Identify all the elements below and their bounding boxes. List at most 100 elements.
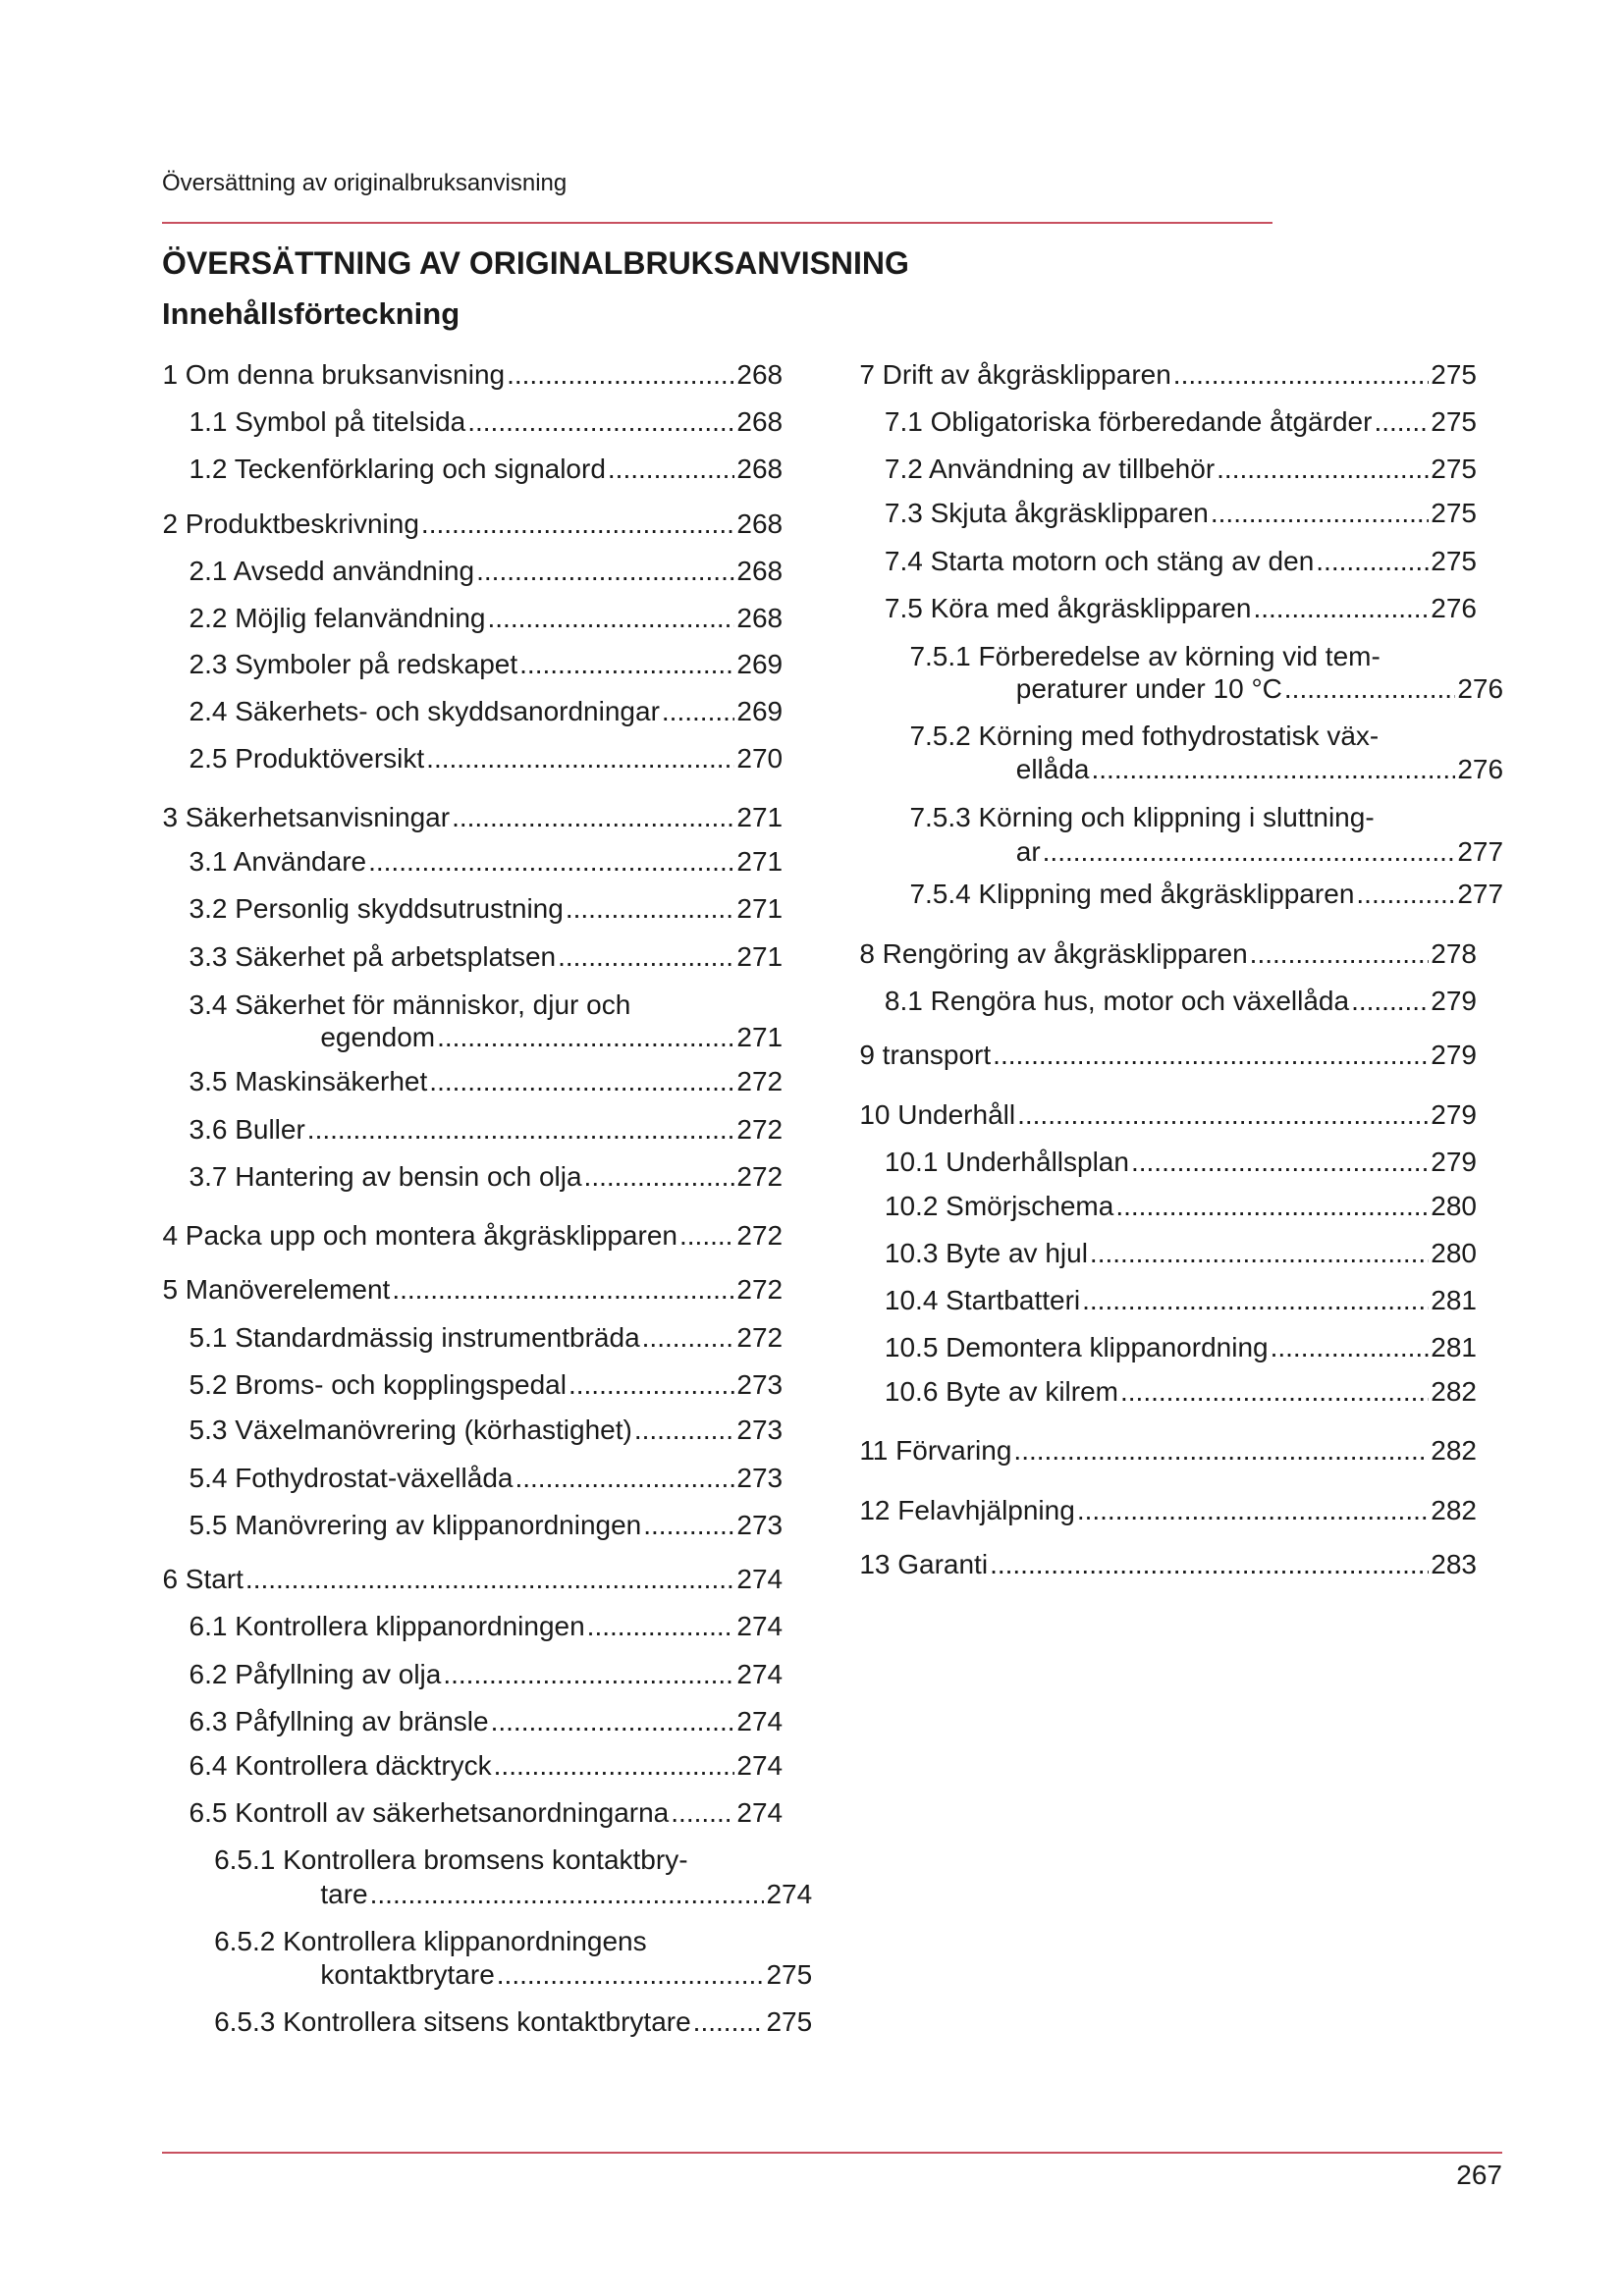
header-rule (162, 222, 1272, 224)
toc-entry[interactable]: 6.3 Påfyllning av bränsle 274 (189, 1705, 784, 1738)
toc-page-number: 281 (1431, 1285, 1477, 1316)
toc-page-number: 269 (736, 695, 784, 726)
toc-entry[interactable]: 3.7 Hantering av bensin och olja 272 (189, 1160, 784, 1194)
toc-entry[interactable]: 5.2 Broms- och kopplingspedal 273 (189, 1368, 784, 1402)
toc-entry[interactable]: 3.3 Säkerhet på arbetsplatsen 271 (189, 940, 784, 974)
toc-entry[interactable]: 10.5 Demontera klippanordning 281 (885, 1331, 1477, 1364)
toc-entry-continuation[interactable]: peraturer under 10 °C 276 (1016, 672, 1503, 706)
toc-entry-title: 11 Förvaring (859, 1435, 1012, 1467)
toc-entry-title: 4 Packa upp och montera åkgräsklipparen (162, 1219, 677, 1251)
toc-entry-line[interactable]: 7.5.2 Körning med fothydrostatisk väx- (909, 720, 1379, 753)
toc-entry-line[interactable]: 7.5.3 Körning och klippning i sluttning- (909, 801, 1374, 834)
toc-entry-continuation[interactable]: ellåda 276 (1016, 753, 1503, 786)
toc-heading: Innehållsförteckning (162, 296, 460, 331)
toc-entry[interactable]: 1.1 Symbol på titelsida 268 (189, 405, 784, 439)
toc-entry[interactable]: 7.1 Obligatoriska förberedande åtgärder 2… (885, 405, 1477, 439)
toc-page-number: 274 (736, 1749, 784, 1781)
toc-entry[interactable]: 1 Om denna bruksanvisning 268 (162, 358, 783, 392)
toc-entry-title: 7.5.1 Förberedelse av körning vid tem- (909, 641, 1380, 672)
dot-leader (497, 1958, 765, 1992)
toc-entry[interactable]: 2.3 Symboler på redskapet 269 (189, 648, 784, 681)
toc-entry[interactable]: 2.2 Möjlig felanvändning 268 (189, 602, 784, 635)
toc-entry[interactable]: 6.1 Kontrollera klippanordningen 274 (189, 1610, 784, 1643)
dot-leader (507, 358, 734, 392)
toc-entry[interactable]: 10.1 Underhållsplan 279 (885, 1146, 1477, 1179)
toc-entry[interactable]: 6 Start 274 (162, 1563, 783, 1596)
toc-entry[interactable]: 6.4 Kontrollera däcktryck 274 (189, 1749, 784, 1783)
toc-page-number: 272 (736, 1219, 784, 1251)
toc-entry[interactable]: 7 Drift av åkgräsklipparen 275 (859, 358, 1477, 392)
dot-leader (1217, 453, 1429, 486)
toc-entry-continuation[interactable]: kontaktbrytare 275 (320, 1958, 812, 1992)
toc-entry[interactable]: 6.5.3 Kontrollera sitsens kontaktbrytare… (214, 2005, 812, 2039)
toc-entry[interactable]: 8.1 Rengöra hus, motor och växellåda 279 (885, 985, 1477, 1018)
toc-page-number: 277 (1457, 835, 1504, 867)
dot-leader (491, 1705, 735, 1738)
toc-entry-title: 10.3 Byte av hjul (884, 1237, 1088, 1268)
toc-entry[interactable]: 5.5 Manövrering av klippanordningen 273 (189, 1509, 784, 1542)
toc-entry-title: 7.1 Obligatoriska förberedande åtgärder (884, 406, 1373, 438)
toc-entry[interactable]: 8 Rengöring av åkgräsklipparen 278 (859, 937, 1477, 971)
toc-entry[interactable]: 2.5 Produktöversikt 270 (189, 742, 784, 775)
toc-entry[interactable]: 9 transport 279 (859, 1039, 1477, 1072)
toc-entry[interactable]: 7.3 Skjuta åkgräsklipparen 275 (885, 497, 1477, 530)
toc-page-number: 276 (1457, 753, 1504, 784)
toc-entry[interactable]: 1.2 Teckenförklaring och signalord 268 (189, 453, 784, 486)
toc-entry-title: 10.6 Byte av kilrem (884, 1376, 1118, 1408)
toc-entry[interactable]: 7.4 Starta motorn och stäng av den 275 (885, 545, 1477, 578)
toc-entry[interactable]: 3.5 Maskinsäkerhet 272 (189, 1065, 784, 1098)
toc-entry-line[interactable]: 7.5.1 Förberedelse av körning vid tem- (909, 640, 1380, 673)
toc-page-number: 275 (1431, 359, 1477, 391)
toc-entry-continuation[interactable]: tare 274 (320, 1878, 812, 1911)
toc-entry[interactable]: 2 Produktbeskrivning 268 (162, 507, 783, 541)
toc-page-number: 271 (736, 940, 784, 972)
toc-entry[interactable]: 5.4 Fothydrostat-växellåda 273 (189, 1462, 784, 1495)
toc-entry[interactable]: 13 Garanti 283 (859, 1548, 1477, 1581)
dot-leader (426, 742, 734, 775)
toc-entry-line[interactable]: 6.5.1 Kontrollera bromsens kontaktbry- (214, 1843, 687, 1877)
toc-page-number: 271 (736, 1022, 784, 1053)
toc-entry[interactable]: 3 Säkerhetsanvisningar 271 (162, 801, 783, 834)
toc-page-number: 275 (1431, 406, 1477, 438)
toc-entry[interactable]: 12 Felavhjälpning 282 (859, 1494, 1477, 1527)
toc-entry[interactable]: 2.4 Säkerhets- och skyddsanordningar 269 (189, 695, 784, 728)
dot-leader (494, 1749, 735, 1783)
toc-entry-title: 7.5.3 Körning och klippning i sluttning- (909, 802, 1375, 833)
toc-entry-title: 6.5.3 Kontrollera sitsens kontaktbrytare (214, 2006, 691, 2038)
toc-entry-title: 5.2 Broms- och kopplingspedal (189, 1368, 567, 1400)
toc-entry[interactable]: 10.2 Smörjschema 280 (885, 1190, 1477, 1223)
toc-entry-title: 7.2 Användning av tillbehör (884, 454, 1216, 485)
dot-leader (1043, 835, 1456, 869)
toc-entry[interactable]: 11 Förvaring 282 (859, 1434, 1477, 1468)
toc-entry[interactable]: 6.2 Påfyllning av olja 274 (189, 1658, 784, 1691)
toc-entry[interactable]: 6.5 Kontroll av säkerhetsanordningarna 27… (189, 1796, 784, 1830)
toc-entry[interactable]: 7.2 Användning av tillbehör 275 (885, 453, 1477, 486)
toc-entry[interactable]: 5 Manöverelement 272 (162, 1273, 783, 1307)
toc-entry[interactable]: 7.5 Köra med åkgräsklipparen 276 (885, 592, 1477, 625)
toc-entry[interactable]: 10 Underhåll 279 (859, 1098, 1477, 1132)
toc-entry[interactable]: 2.1 Avsedd användning 268 (189, 555, 784, 588)
toc-page-number: 272 (736, 1160, 784, 1192)
toc-entry-continuation[interactable]: ar 277 (1016, 835, 1503, 869)
toc-entry-title: 10.2 Smörjschema (884, 1190, 1114, 1221)
toc-entry[interactable]: 10.3 Byte av hjul 280 (885, 1237, 1477, 1270)
toc-entry-continuation[interactable]: egendom 271 (320, 1021, 783, 1054)
toc-entry-title: 8 Rengöring av åkgräsklipparen (859, 937, 1248, 969)
toc-entry[interactable]: 5.3 Växelmanövrering (körhastighet) 273 (189, 1414, 784, 1447)
toc-page-number: 272 (736, 1274, 784, 1306)
toc-entry-line[interactable]: 3.4 Säkerhet för människor, djur och (189, 988, 631, 1022)
toc-entry-title: 7.3 Skjuta åkgräsklipparen (884, 498, 1209, 529)
toc-entry[interactable]: 3.6 Buller 272 (189, 1113, 784, 1147)
toc-page-number: 275 (766, 2006, 813, 2038)
toc-entry[interactable]: 10.4 Startbatteri 281 (885, 1284, 1477, 1317)
toc-entry[interactable]: 10.6 Byte av kilrem 282 (885, 1375, 1477, 1409)
toc-entry-title: 7.5.4 Klippning med åkgräsklipparen (909, 879, 1355, 910)
toc-entry[interactable]: 3.1 Användare 271 (189, 845, 784, 879)
toc-entry[interactable]: 3.2 Personlig skyddsutrustning 271 (189, 892, 784, 926)
toc-entry[interactable]: 7.5.4 Klippning med åkgräsklipparen 277 (909, 878, 1503, 911)
toc-entry-line[interactable]: 6.5.2 Kontrollera klippanordningens (214, 1925, 647, 1958)
dot-leader (990, 1548, 1429, 1581)
toc-entry[interactable]: 4 Packa upp och montera åkgräsklipparen 2… (162, 1219, 783, 1253)
toc-entry[interactable]: 5.1 Standardmässig instrumentbräda 272 (189, 1321, 784, 1355)
dot-leader (1120, 1375, 1429, 1409)
